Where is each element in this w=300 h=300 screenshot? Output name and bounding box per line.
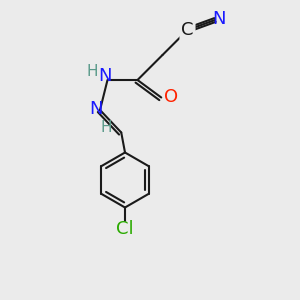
Text: H: H — [100, 120, 112, 135]
Text: H: H — [86, 64, 98, 79]
Text: N: N — [212, 10, 226, 28]
Text: N: N — [89, 100, 103, 118]
Text: O: O — [164, 88, 178, 106]
Text: C: C — [181, 21, 194, 39]
Text: Cl: Cl — [116, 220, 134, 238]
Text: N: N — [98, 67, 112, 85]
